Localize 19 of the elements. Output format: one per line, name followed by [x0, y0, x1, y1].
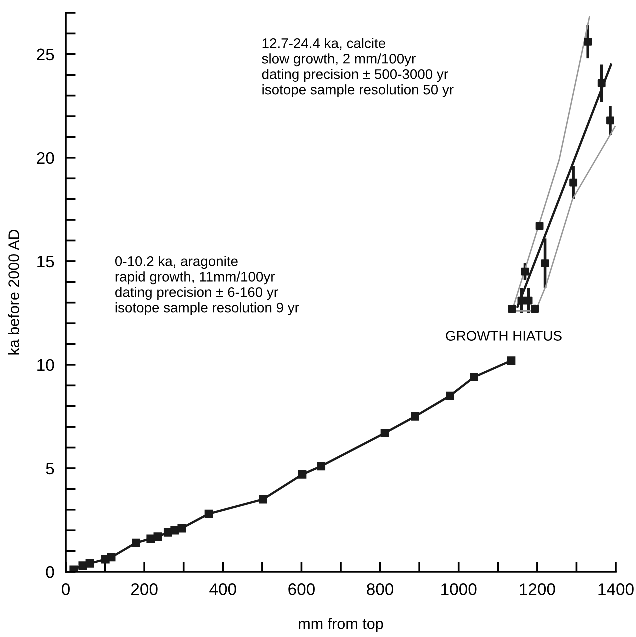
x-tick-label: 600 — [288, 584, 315, 596]
annotation: 0-10.2 ka, aragonite rapid growth, 11mm/100yr dating precision ± 6-160 yr isotope sample resolution 9 yr — [115, 256, 300, 316]
x-tick-label: 0 — [62, 584, 70, 596]
x-tick-label: 1400 — [598, 584, 634, 596]
x-tick-label: 1000 — [442, 584, 477, 596]
y-tick-label: 0 — [46, 566, 54, 578]
annotation: GROWTH HIATUS — [446, 331, 562, 341]
x-axis-title: mm from top — [299, 618, 384, 632]
y-axis-title: ka before 2000 AD — [8, 230, 20, 355]
y-tick-label: 10 — [38, 359, 54, 372]
x-tick-label: 400 — [210, 584, 236, 596]
y-tick-label: 5 — [46, 463, 54, 475]
y-tick-label: 15 — [38, 256, 54, 268]
x-tick-label: 800 — [367, 584, 394, 596]
y-tick-label: 20 — [37, 152, 54, 164]
x-tick-label: 1200 — [520, 584, 556, 596]
y-tick-label: 25 — [37, 48, 54, 61]
x-tick-label: 200 — [132, 584, 158, 596]
annotation: 12.7-24.4 ka, calcite slow growth, 2 mm/100yr dating precision ± 500-3000 yr isotope sample resolution 50 yr — [262, 38, 454, 98]
